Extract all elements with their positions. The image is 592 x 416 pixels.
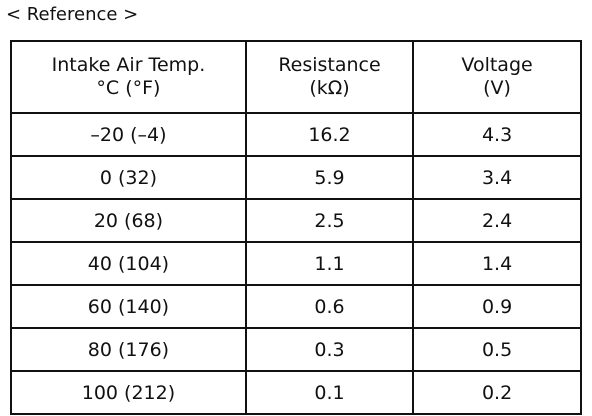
table-cell: 0 (32) [10,155,247,200]
table-row: 60 (140) 0.6 0.9 [10,284,582,329]
table-cell: 100 (212) [10,370,247,415]
table-cell: 5.9 [244,155,415,200]
table-row: –20 (–4) 16.2 4.3 [10,112,582,157]
table-cell: 0.3 [244,327,415,372]
header-row: Intake Air Temp. °C (°F) Resistance (kΩ) Vol… [10,40,582,114]
header-cell: Voltage (V) [412,40,582,114]
table-body: –20 (–4) 16.2 4.3 0 (32) 5.9 3.4 20 (68) 2.5 2.4… [10,112,582,415]
table-cell: –20 (–4) [10,112,247,157]
header-cell: Resistance (kΩ) [244,40,415,114]
table-cell: 20 (68) [10,198,247,243]
table-row: 100 (212) 0.1 0.2 [10,370,582,415]
table-cell: 2.5 [244,198,415,243]
caption: < Reference > [6,4,139,25]
table-cell: 4.3 [412,112,582,157]
header-text: (kΩ) [309,77,350,99]
table-cell: 1.4 [412,241,582,286]
table-row: 80 (176) 0.3 0.5 [10,327,582,372]
table-cell: 0.9 [412,284,582,329]
table-cell: 16.2 [244,112,415,157]
table-cell: 0.5 [412,327,582,372]
table-header: Intake Air Temp. °C (°F) Resistance (kΩ) Vol… [10,40,582,114]
header-cell: Intake Air Temp. °C (°F) [10,40,247,114]
table-cell: 2.4 [412,198,582,243]
header-text: Intake Air Temp. [51,54,206,76]
table-cell: 40 (104) [10,241,247,286]
table-cell: 0.2 [412,370,582,415]
table-cell: 3.4 [412,155,582,200]
table-cell: 60 (140) [10,284,247,329]
reference-table: Intake Air Temp. °C (°F) Resistance (kΩ) Vol… [10,40,582,415]
table-row: 40 (104) 1.1 1.4 [10,241,582,286]
table-cell: 0.1 [244,370,415,415]
table-cell: 1.1 [244,241,415,286]
table-cell: 0.6 [244,284,415,329]
table-cell: 80 (176) [10,327,247,372]
table-row: 0 (32) 5.9 3.4 [10,155,582,200]
header-text: (V) [483,77,511,99]
header-text: °C (°F) [96,77,161,99]
header-text: Voltage [461,54,533,76]
header-text: Resistance [278,54,381,76]
table-row: 20 (68) 2.5 2.4 [10,198,582,243]
